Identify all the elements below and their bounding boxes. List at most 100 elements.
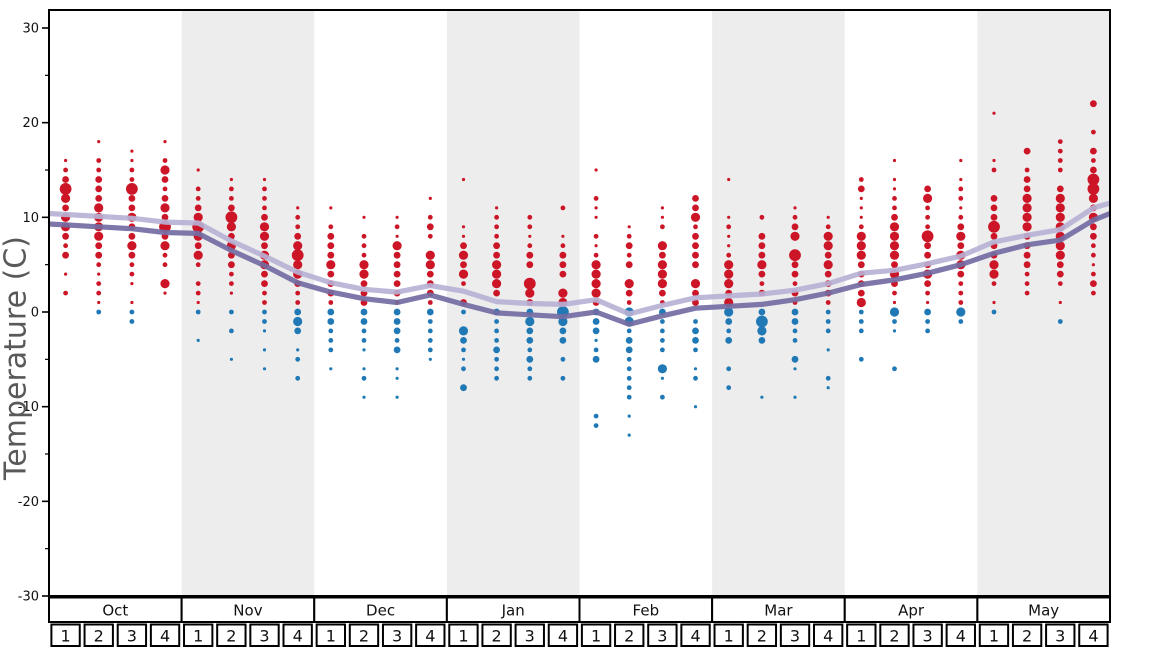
temperature-dot [362, 348, 366, 352]
temperature-dot [494, 233, 499, 239]
temperature-dot [395, 215, 399, 219]
month-label: Dec [366, 602, 395, 620]
temperature-dot [428, 357, 432, 361]
temperature-dot [626, 394, 632, 400]
temperature-dot [426, 223, 434, 231]
temperature-dot [1091, 252, 1096, 258]
week-label: 1 [724, 627, 734, 646]
week-label: 2 [226, 627, 236, 646]
temperature-dot [990, 232, 998, 240]
temperature-dot [758, 308, 766, 316]
temperature-dot [262, 329, 267, 333]
temperature-dot [527, 243, 533, 249]
week-label: 3 [392, 627, 402, 646]
temperature-dot [627, 414, 631, 418]
temperature-dot [1022, 193, 1032, 203]
temperature-dot [94, 203, 104, 213]
temperature-dot [594, 168, 598, 172]
temperature-dot [925, 224, 930, 230]
temperature-dot [592, 327, 600, 335]
temperature-dot [194, 204, 202, 212]
temperature-dot [692, 242, 699, 250]
temperature-dot [559, 337, 567, 344]
temperature-dot [858, 224, 864, 230]
temperature-dot [856, 297, 866, 308]
temperature-dot [1024, 281, 1030, 286]
temperature-dot [727, 234, 731, 238]
temperature-dot [1057, 139, 1063, 145]
temperature-dot [1091, 290, 1096, 296]
temperature-dot [957, 242, 965, 250]
week-cell [116, 623, 148, 647]
temperature-dot [361, 375, 367, 381]
temperature-dot [657, 260, 668, 270]
week-cell [580, 623, 612, 647]
temperature-dot [692, 204, 699, 212]
temperature-dot [393, 270, 401, 278]
temperature-dot [625, 242, 633, 250]
temperature-dot [328, 300, 334, 305]
week-cell [912, 623, 943, 647]
temperature-dot [1091, 263, 1095, 267]
temperature-dot [395, 234, 399, 238]
temperature-dot [857, 185, 865, 193]
temperature-dot [625, 261, 633, 269]
temperature-dot [296, 206, 300, 210]
temperature-dot [96, 290, 102, 296]
temperature-dot [425, 260, 435, 270]
temperature-dot [823, 231, 833, 241]
temperature-dot [790, 231, 800, 241]
temperature-dot [527, 375, 533, 381]
temperature-dot [495, 206, 499, 210]
temperature-dot [891, 213, 898, 221]
temperature-dot [293, 316, 303, 327]
temperature-dot [393, 251, 401, 259]
temperature-dot [558, 288, 568, 298]
week-label: 2 [624, 627, 634, 646]
month-cell-jan [445, 596, 581, 623]
temperature-dot [294, 308, 302, 316]
temperature-dot [558, 316, 568, 327]
temperature-dot [195, 281, 201, 286]
temperature-dot [195, 309, 201, 315]
temperature-dot [229, 357, 233, 361]
week-cell [216, 623, 247, 647]
temperature-dot [160, 165, 170, 175]
temperature-dot [229, 291, 233, 295]
temperature-dot [591, 279, 601, 289]
temperature-dot [130, 300, 134, 305]
temperature-dot [823, 260, 833, 270]
week-label: 3 [790, 627, 800, 646]
temperature-dot [726, 385, 732, 391]
temperature-dot [62, 204, 69, 212]
temperature-dot [693, 367, 698, 371]
temperature-dot [291, 249, 304, 262]
week-cell [547, 623, 579, 647]
week-cell [348, 623, 380, 647]
temperature-dot [125, 183, 138, 195]
week-cell [1045, 623, 1076, 647]
temperature-dot [426, 308, 434, 316]
temperature-dot [526, 337, 534, 344]
temperature-dot [625, 346, 633, 354]
temperature-dot [95, 195, 103, 202]
temperature-dot [892, 177, 897, 182]
temperature-dot [657, 279, 668, 289]
temperature-dot [327, 308, 335, 316]
temperature-dot [162, 252, 168, 258]
temperature-dot [162, 262, 168, 268]
temperature-dot [561, 234, 565, 238]
temperature-dot [625, 289, 633, 297]
temperature-dot [1090, 147, 1097, 155]
temperature-dot [1090, 166, 1097, 174]
plot-border [48, 9, 1111, 597]
temperature-dot [990, 213, 998, 221]
temperature-dot [494, 319, 499, 324]
temperature-dot [759, 281, 765, 286]
temperature-dot [359, 260, 369, 270]
week-cell [149, 623, 181, 647]
temperature-dot [359, 269, 369, 279]
temperature-dot [494, 338, 499, 343]
temperature-dot [958, 214, 964, 220]
temperature-dot [924, 280, 931, 287]
